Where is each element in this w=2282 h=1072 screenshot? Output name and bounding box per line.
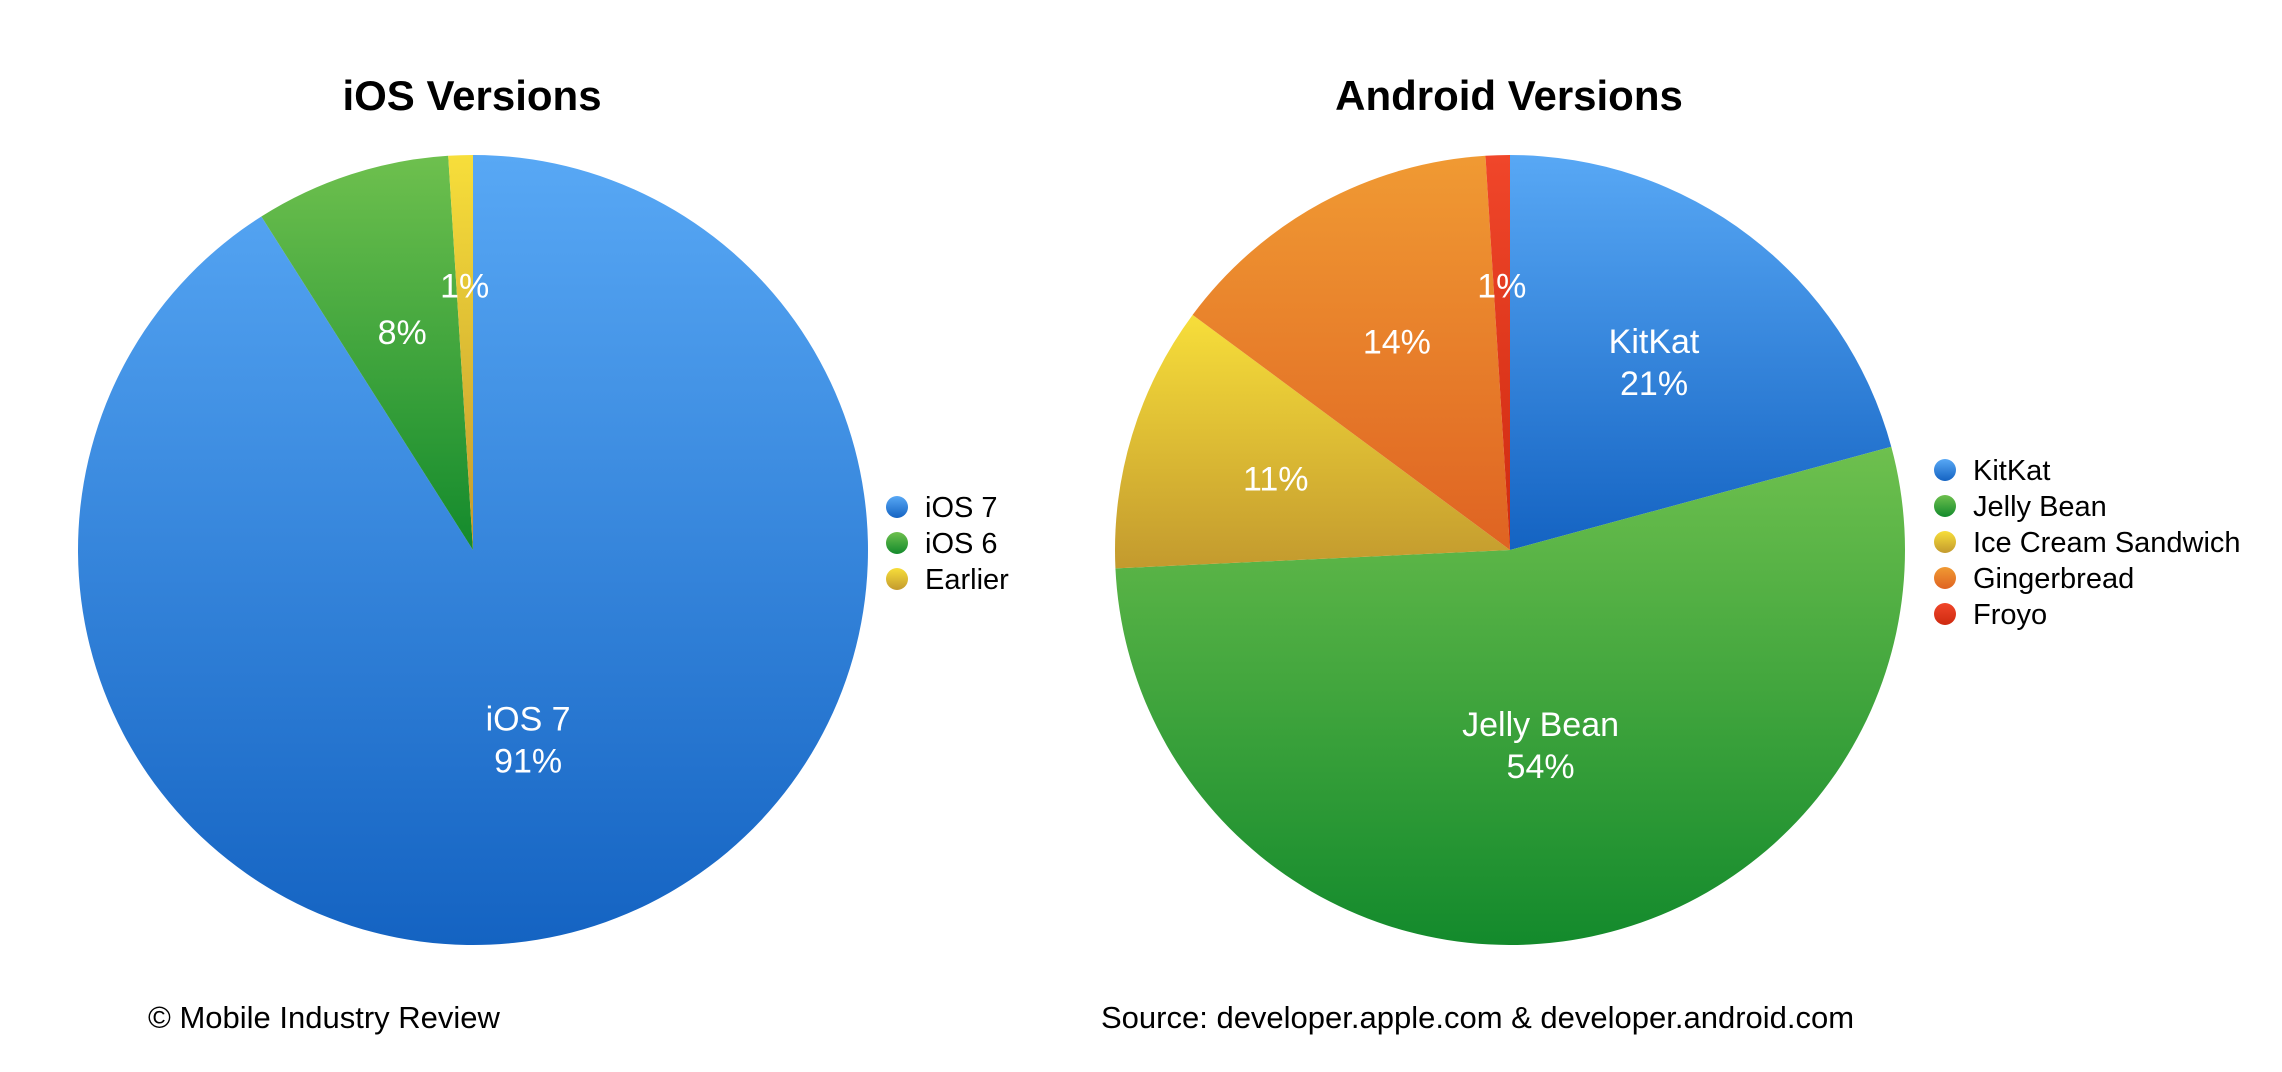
android-slice-label-ice-cream-sandwich: 11%	[1243, 461, 1309, 499]
ios-slice-label-earlier: 1%	[440, 267, 489, 305]
android-slice-label-gingerbread: 14%	[1363, 324, 1431, 362]
android-slice-froyo	[1485, 155, 1510, 550]
android-slice-jelly-bean	[1115, 446, 1906, 946]
ios-legend-label-ios-6: iOS 6	[925, 528, 998, 560]
android-slice-kitkat	[1510, 155, 1892, 550]
ios-legend-swatch-ios-7	[886, 496, 908, 518]
android-legend: KitKat Jelly Bean Ice Cream Sandwich Ginger…	[1934, 455, 2241, 631]
android-legend-label-gingerbread: Gingerbread	[1973, 563, 2134, 595]
android-legend-swatch-kitkat	[1934, 459, 1956, 481]
android-legend-swatch-gingerbread	[1934, 567, 1956, 589]
android-pie-slices	[1115, 155, 1906, 946]
ios-slice-earlier	[448, 155, 473, 550]
ios-pie-chart: iOS Versions iOS 7 91% 8% 1% iOS 7 iOS 6 Earl…	[77, 72, 1009, 945]
ios-slice-label-ios-7: 91%	[494, 743, 562, 781]
ios-slice-ios-7	[77, 155, 869, 945]
ios-legend: iOS 7 iOS 6 Earlier	[886, 492, 1009, 596]
android-slice-label-jelly-bean: 54%	[1507, 748, 1575, 786]
ios-legend-label-earlier: Earlier	[925, 564, 1009, 596]
android-slice-label-kitkat: KitKat	[1609, 323, 1700, 361]
android-legend-swatch-froyo	[1934, 603, 1956, 625]
android-slice-labels: KitKat 21% Jelly Bean 54% 11% 14% 1%	[1243, 267, 1700, 786]
ios-slice-ios-6	[261, 155, 473, 550]
android-legend-label-kitkat: KitKat	[1973, 455, 2050, 487]
ios-pie-slices	[77, 155, 869, 945]
ios-legend-swatch-earlier	[886, 568, 908, 590]
ios-legend-label-ios-7: iOS 7	[925, 492, 998, 524]
android-legend-swatch-jelly-bean	[1934, 495, 1956, 517]
android-slice-gingerbread	[1192, 155, 1510, 550]
android-slice-label-jelly-bean: Jelly Bean	[1462, 706, 1619, 744]
ios-slice-label-ios-6: 8%	[378, 314, 427, 352]
android-slice-label-kitkat: 21%	[1620, 365, 1688, 403]
android-slice-ice-cream-sandwich	[1115, 314, 1510, 569]
android-legend-label-ice-cream-sandwich: Ice Cream Sandwich	[1973, 527, 2241, 559]
source-note: Source: developer.apple.com & developer.…	[1101, 1000, 1855, 1035]
android-legend-label-jelly-bean: Jelly Bean	[1973, 491, 2107, 523]
android-legend-swatch-ice-cream-sandwich	[1934, 531, 1956, 553]
android-slice-label-froyo: 1%	[1477, 267, 1526, 305]
copyright-note: © Mobile Industry Review	[148, 1000, 500, 1035]
ios-legend-swatch-ios-6	[886, 532, 908, 554]
android-legend-label-froyo: Froyo	[1973, 599, 2047, 631]
ios-chart-title: iOS Versions	[342, 72, 601, 119]
ios-slice-label-ios-7: iOS 7	[486, 701, 571, 739]
ios-slice-labels: iOS 7 91% 8% 1%	[378, 267, 571, 780]
android-pie-chart: Android Versions KitKat 21% Jelly Bean 54% 1…	[1115, 72, 2241, 946]
android-chart-title: Android Versions	[1335, 72, 1683, 119]
